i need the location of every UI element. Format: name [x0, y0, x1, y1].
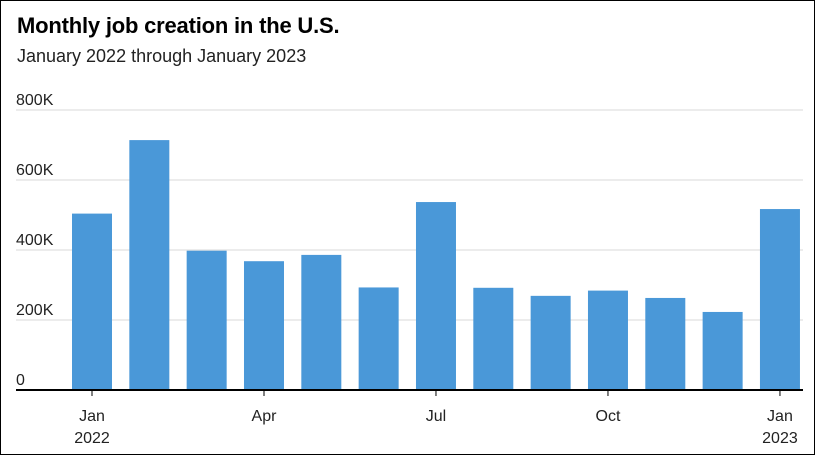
bar: [243, 261, 284, 390]
bar: [301, 254, 342, 390]
y-tick-label: 0: [16, 372, 25, 389]
x-tick-year-label: 2022: [74, 430, 110, 447]
bar: [415, 202, 456, 390]
y-tick-label: 600K: [16, 162, 54, 179]
x-tick-label: Jan: [767, 408, 793, 425]
x-tick-label: Jan: [79, 408, 105, 425]
bar: [358, 287, 399, 390]
bar: [72, 213, 112, 390]
y-tick-label: 800K: [16, 92, 54, 109]
bar: [759, 209, 800, 390]
bar: [473, 287, 514, 390]
bar: [129, 140, 170, 390]
chart-title: Monthly job creation in the U.S.: [17, 13, 340, 38]
bar: [645, 297, 686, 390]
bar: [530, 295, 571, 390]
x-tick-label: Oct: [596, 408, 621, 425]
y-tick-label: 400K: [16, 232, 54, 249]
x-tick-label: Jul: [426, 408, 446, 425]
bar: [702, 311, 743, 390]
chart-subtitle: January 2022 through January 2023: [17, 46, 307, 66]
bar: [587, 290, 628, 390]
y-tick-label: 200K: [16, 302, 54, 319]
x-tick-year-label: 2023: [762, 430, 798, 447]
bar: [186, 250, 227, 390]
x-tick-label: Apr: [252, 408, 278, 425]
